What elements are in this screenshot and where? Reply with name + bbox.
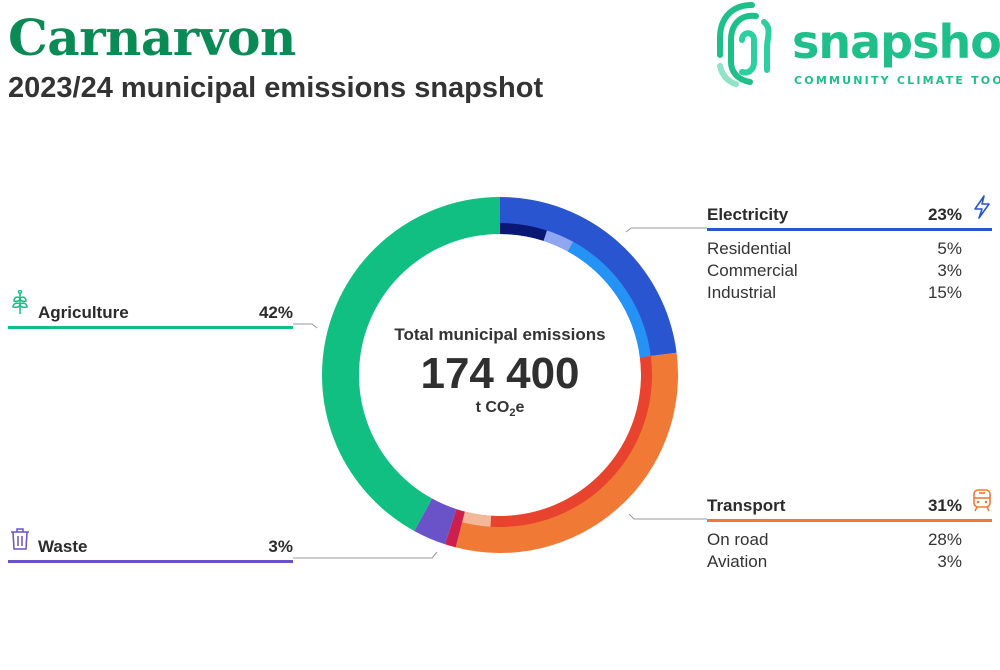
list-item: Commercial 3% — [707, 261, 962, 280]
total-value: 174 400 — [420, 349, 580, 398]
leader-electricity — [625, 227, 707, 233]
inner-slice-aviation — [462, 511, 492, 527]
trash-bin-icon — [11, 528, 29, 550]
logo-wordmark: snapshot — [792, 15, 1000, 69]
agriculture-panel[interactable]: Agriculture 42% — [8, 290, 293, 329]
page-title: Carnarvon — [8, 8, 296, 67]
outer-slice-transport — [455, 352, 679, 553]
electricity-pct: 23% — [927, 205, 962, 224]
agriculture-pct: 42% — [258, 303, 293, 322]
lightning-bolt-icon — [974, 195, 990, 219]
transport-header: Transport 31% — [707, 489, 992, 522]
transport-pct: 31% — [927, 496, 962, 515]
outer-slice-other — [444, 509, 465, 548]
list-item: Aviation 3% — [707, 552, 962, 571]
wheat-icon — [12, 290, 28, 314]
transport-name: Transport — [707, 496, 786, 515]
unit-suffix: e — [515, 399, 525, 416]
waste-pct: 3% — [268, 537, 293, 556]
leader-lines — [293, 227, 707, 559]
train-icon — [973, 489, 991, 512]
agriculture-header: Agriculture 42% — [8, 290, 293, 329]
leader-transport — [628, 513, 707, 520]
leader-waste — [293, 551, 438, 559]
unit-prefix: t CO — [475, 399, 510, 416]
list-item: Industrial 15% — [707, 283, 962, 302]
waste-header: Waste 3% — [8, 528, 293, 563]
waste-name: Waste — [38, 537, 88, 556]
list-item: On road 28% — [707, 530, 962, 549]
unit-subscript: 2 — [509, 407, 516, 420]
agriculture-name: Agriculture — [38, 303, 129, 322]
inner-slice-commercial — [543, 230, 574, 252]
outer-slice-waste — [414, 498, 457, 545]
leader-agriculture — [293, 323, 318, 329]
outer-slice-agriculture — [321, 197, 500, 531]
electricity-panel[interactable]: Electricity 23% Residential 5% Commercial… — [707, 195, 992, 303]
fingerprint-swirl-icon — [717, 2, 772, 87]
page-subtitle: 2023/24 municipal emissions snapshot — [8, 72, 544, 104]
waste-panel[interactable]: Waste 3% — [8, 528, 293, 563]
electricity-header: Electricity 23% — [707, 195, 992, 231]
donut-center: Total municipal emissions 174 400 t CO2e — [350, 325, 650, 419]
snapshot-logo[interactable]: snapshot COMMUNITY CLIMATE TOOL — [712, 0, 1000, 90]
electricity-name: Electricity — [707, 205, 789, 224]
total-unit: t CO2e — [350, 399, 650, 419]
transport-panel[interactable]: Transport 31% On road 28% Aviation 3% — [707, 489, 992, 572]
total-label: Total municipal emissions — [394, 325, 606, 344]
logo-tagline: COMMUNITY CLIMATE TOOL — [794, 74, 1000, 87]
inner-slice-industrial — [567, 241, 651, 358]
list-item: Residential 5% — [707, 239, 962, 258]
inner-slice-residential — [500, 223, 547, 241]
